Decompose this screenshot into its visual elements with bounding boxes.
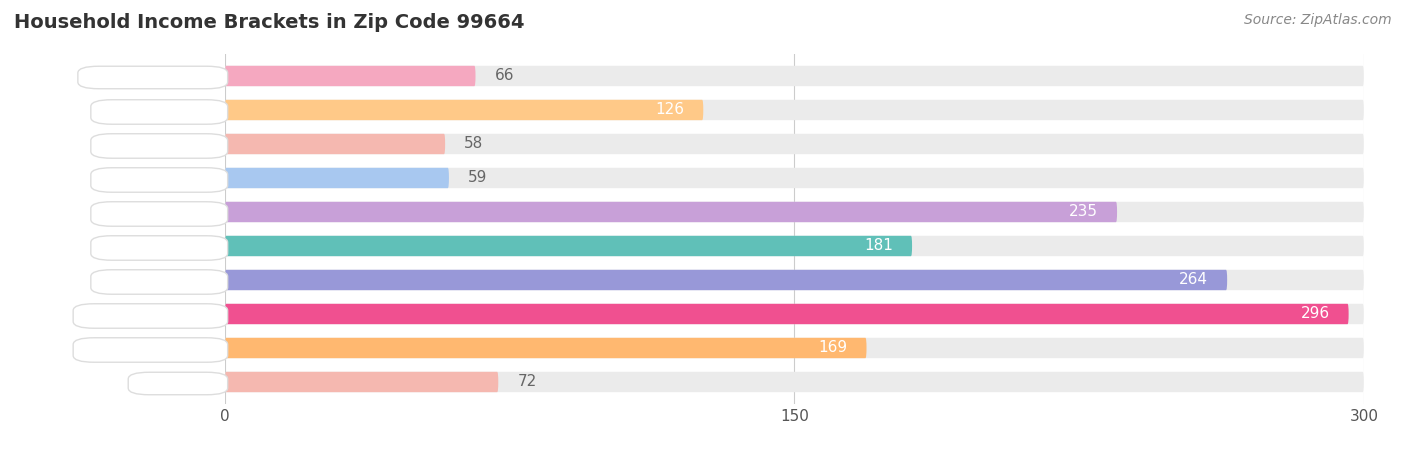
Text: 264: 264 xyxy=(1180,273,1208,287)
FancyBboxPatch shape xyxy=(225,202,1118,222)
Text: Household Income Brackets in Zip Code 99664: Household Income Brackets in Zip Code 99… xyxy=(14,13,524,32)
FancyBboxPatch shape xyxy=(225,270,1227,290)
Text: 169: 169 xyxy=(818,340,848,356)
Text: 66: 66 xyxy=(495,69,515,84)
FancyBboxPatch shape xyxy=(225,236,912,256)
Text: 59: 59 xyxy=(468,171,488,185)
FancyBboxPatch shape xyxy=(225,338,1364,358)
FancyBboxPatch shape xyxy=(225,304,1348,324)
FancyBboxPatch shape xyxy=(225,168,449,188)
FancyBboxPatch shape xyxy=(225,168,1364,188)
FancyBboxPatch shape xyxy=(225,270,1364,290)
Text: 181: 181 xyxy=(865,238,893,254)
FancyBboxPatch shape xyxy=(225,202,1364,222)
FancyBboxPatch shape xyxy=(225,100,1364,120)
Text: 235: 235 xyxy=(1069,204,1098,220)
FancyBboxPatch shape xyxy=(225,372,498,392)
Text: 72: 72 xyxy=(517,374,537,389)
FancyBboxPatch shape xyxy=(225,66,1364,86)
FancyBboxPatch shape xyxy=(225,134,446,154)
Text: 126: 126 xyxy=(655,102,685,118)
Text: Source: ZipAtlas.com: Source: ZipAtlas.com xyxy=(1244,13,1392,27)
FancyBboxPatch shape xyxy=(225,236,1364,256)
FancyBboxPatch shape xyxy=(225,134,1364,154)
FancyBboxPatch shape xyxy=(225,338,866,358)
FancyBboxPatch shape xyxy=(225,100,703,120)
FancyBboxPatch shape xyxy=(225,66,475,86)
Text: 58: 58 xyxy=(464,136,484,151)
FancyBboxPatch shape xyxy=(225,372,1364,392)
Text: 296: 296 xyxy=(1301,307,1330,321)
FancyBboxPatch shape xyxy=(225,304,1364,324)
